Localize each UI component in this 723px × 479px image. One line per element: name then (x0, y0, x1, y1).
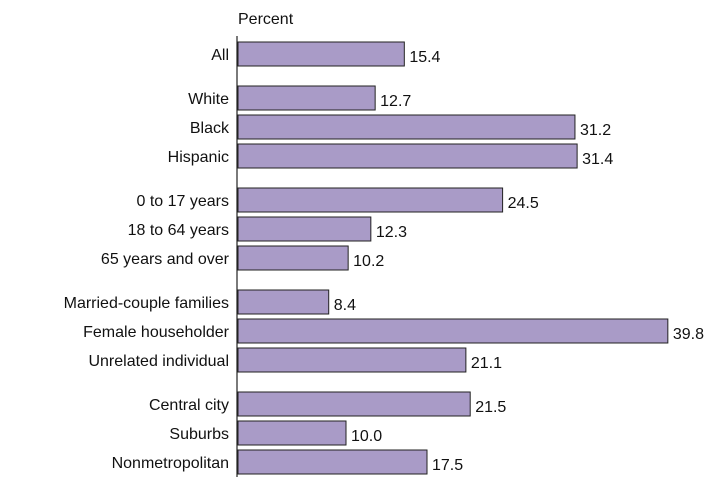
category-label: White (188, 91, 229, 108)
value-label: 17.5 (432, 457, 463, 474)
category-label: Female householder (83, 324, 230, 341)
category-label: 65 years and over (101, 251, 230, 268)
value-label: 10.2 (353, 253, 384, 270)
category-label: Unrelated individual (88, 353, 229, 370)
bar (237, 245, 349, 271)
bar (237, 289, 330, 315)
value-label: 15.4 (409, 49, 440, 66)
bar (237, 391, 471, 417)
bar (237, 187, 504, 213)
value-label: 8.4 (334, 297, 356, 314)
value-label: 24.5 (508, 195, 539, 212)
value-label: 12.7 (380, 93, 411, 110)
bars-group: All 15.4 White 12.7 Black 31.2 Hispanic 31.4 0 t… (64, 41, 704, 475)
bar (237, 85, 376, 111)
bar (237, 449, 428, 475)
category-label: Hispanic (168, 149, 229, 166)
category-label: 18 to 64 years (128, 222, 229, 239)
bar (237, 114, 576, 140)
category-label: Nonmetropolitan (112, 455, 229, 472)
bar (237, 143, 578, 169)
x-axis-title: Percent (238, 11, 294, 28)
bar (237, 347, 467, 373)
bar (237, 216, 372, 242)
value-label: 12.3 (376, 224, 407, 241)
category-label: Married-couple families (64, 295, 229, 312)
value-label: 10.0 (351, 428, 382, 445)
bar (237, 318, 669, 344)
category-label: All (211, 47, 229, 64)
value-label: 31.4 (582, 151, 613, 168)
bar (237, 41, 405, 67)
value-label: 31.2 (580, 122, 611, 139)
value-label: 21.5 (475, 399, 506, 416)
bar (237, 420, 347, 446)
category-label: 0 to 17 years (137, 193, 230, 210)
category-label: Central city (149, 397, 229, 414)
value-label: 21.1 (471, 355, 502, 372)
category-label: Suburbs (169, 426, 229, 443)
category-label: Black (190, 120, 230, 137)
value-label: 39.8 (673, 326, 704, 343)
